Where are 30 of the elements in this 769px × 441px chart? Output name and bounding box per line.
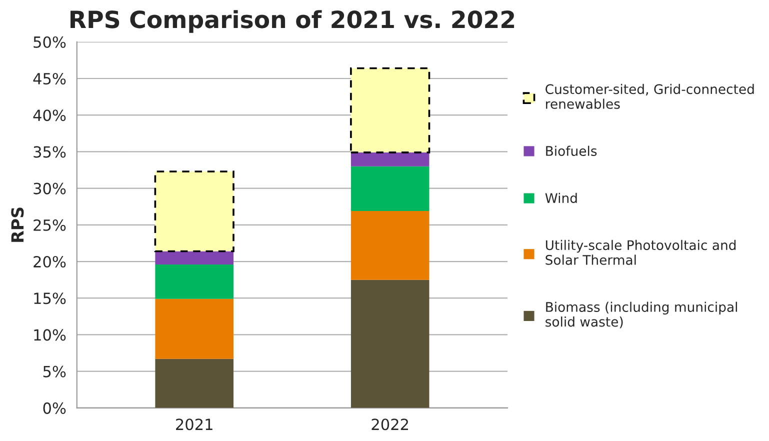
y-tick-label: 0% bbox=[43, 402, 66, 414]
x-tick-label: 2021 bbox=[176, 418, 212, 430]
y-tick-label: 50% bbox=[34, 36, 66, 48]
bar bbox=[155, 358, 234, 408]
y-tick-label: 30% bbox=[34, 182, 66, 194]
y-tick-label: 5% bbox=[43, 366, 66, 378]
y-tick-label: 10% bbox=[34, 329, 66, 341]
bar bbox=[350, 280, 430, 408]
y-tick-label: 20% bbox=[34, 256, 66, 268]
x-tick-label: 2022 bbox=[372, 418, 408, 430]
bar bbox=[154, 170, 234, 252]
chart-title: RPS Comparison of 2021 vs. 2022 bbox=[70, 10, 514, 33]
legend-label: Customer-sited, Grid-connected renewables bbox=[546, 84, 754, 109]
y-tick-label: 25% bbox=[34, 219, 66, 231]
bar bbox=[350, 211, 430, 280]
legend-label: Biomass (including municipal solid waste) bbox=[546, 302, 737, 328]
y-tick-label: 35% bbox=[34, 146, 66, 158]
y-tick-label: 15% bbox=[34, 292, 66, 304]
y-tick-label: 40% bbox=[33, 110, 66, 122]
bar bbox=[155, 264, 234, 299]
bar bbox=[350, 67, 430, 154]
bar bbox=[350, 152, 430, 166]
legend-label: Biofuels bbox=[546, 146, 597, 156]
bar bbox=[155, 251, 234, 264]
bar bbox=[350, 166, 430, 211]
legend-label: Utility-scale Photovoltaic and Solar Thermal bbox=[546, 240, 736, 265]
legend-label: Wind bbox=[545, 192, 577, 204]
y-axis-title: RPS bbox=[11, 208, 24, 242]
y-tick-label: 45% bbox=[33, 72, 66, 85]
bar bbox=[155, 298, 234, 359]
